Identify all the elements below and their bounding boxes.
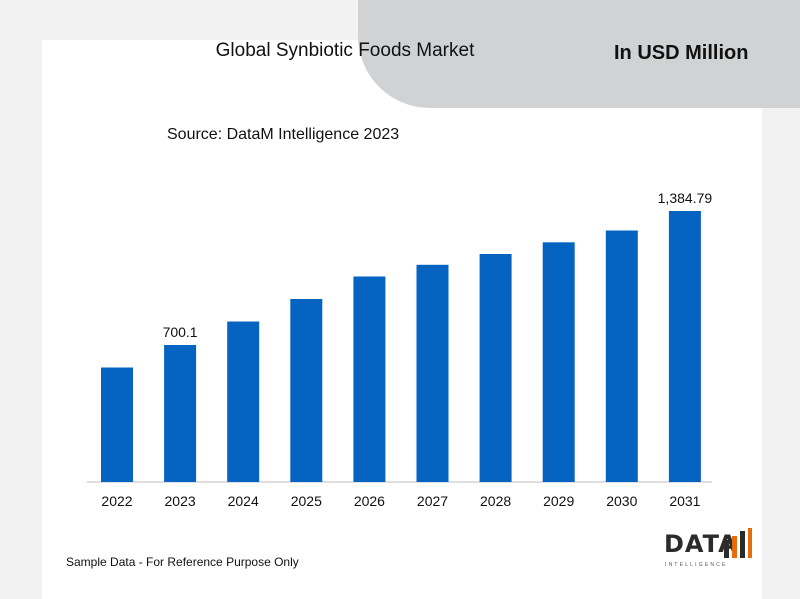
bar-2031 bbox=[668, 211, 701, 482]
x-tick-label: 2031 bbox=[669, 493, 700, 509]
bar-2029 bbox=[542, 242, 575, 482]
x-tick-label: 2024 bbox=[228, 493, 259, 509]
chart-card bbox=[42, 40, 762, 599]
bar-2024 bbox=[227, 321, 260, 482]
data-label: 700.1 bbox=[163, 324, 198, 340]
x-tick-label: 2022 bbox=[101, 493, 132, 509]
x-tick-label: 2027 bbox=[417, 493, 448, 509]
x-tick-label: 2029 bbox=[543, 493, 574, 509]
bar-2030 bbox=[605, 230, 638, 482]
x-tick-label: 2025 bbox=[291, 493, 322, 509]
unit-banner bbox=[358, 0, 800, 108]
source-text: Source: DataM Intelligence 2023 bbox=[167, 126, 400, 143]
bar-2023 bbox=[164, 345, 197, 482]
chart-title: Global Synbiotic Foods Market bbox=[215, 40, 475, 61]
x-tick-label: 2023 bbox=[165, 493, 196, 509]
x-tick-label: 2030 bbox=[606, 493, 637, 509]
unit-label: In USD Million bbox=[614, 42, 749, 64]
bar-2028 bbox=[479, 254, 512, 482]
bar-chart-logo-icon bbox=[724, 528, 752, 558]
logo-tagline: INTELLIGENCE bbox=[665, 562, 728, 568]
bar-2025 bbox=[290, 299, 323, 482]
footer-note: Sample Data - For Reference Purpose Only bbox=[66, 555, 299, 569]
x-tick-label: 2028 bbox=[480, 493, 511, 509]
x-tick-label: 2026 bbox=[354, 493, 385, 509]
data-label: 1,384.79 bbox=[658, 190, 713, 206]
bar-2027 bbox=[416, 264, 449, 482]
bar-2026 bbox=[353, 276, 386, 482]
bar-2022 bbox=[101, 367, 133, 482]
datam-logo: DATA INTELLIGENCE bbox=[664, 528, 754, 572]
